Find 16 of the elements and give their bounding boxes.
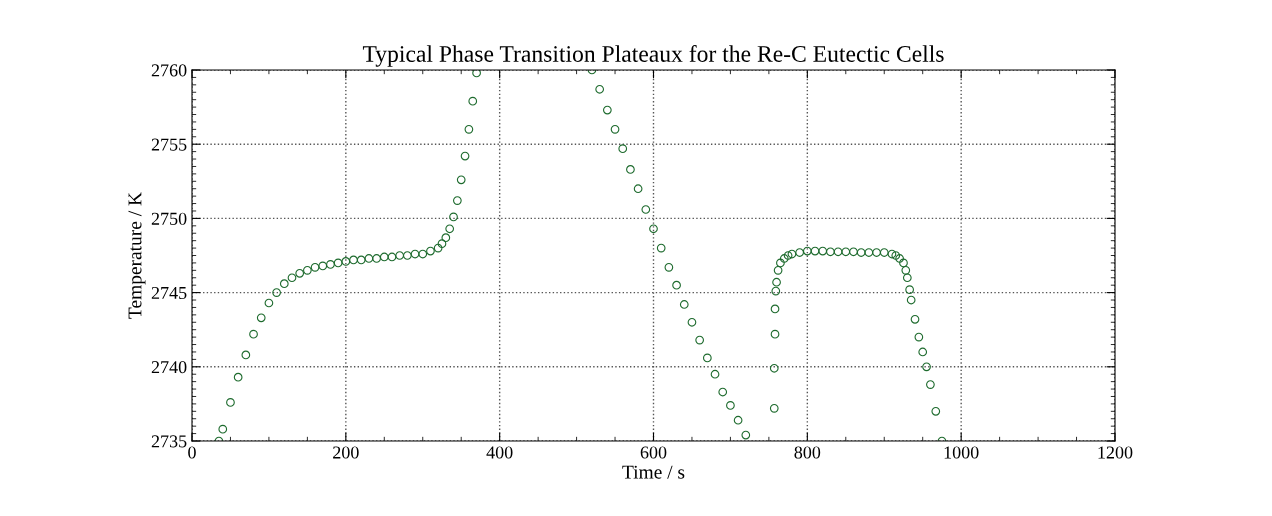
x-axis-title: Time / s	[622, 465, 685, 479]
y-tick-label: 2750	[151, 212, 187, 225]
y-axis-title: Temperature / K	[128, 192, 146, 319]
x-tick-label: 800	[794, 446, 821, 459]
x-tick-label: 400	[486, 446, 513, 459]
x-tick-label: 1200	[1098, 446, 1133, 459]
y-tick-label: 2745	[151, 286, 187, 300]
y-tick-label: 2740	[151, 361, 187, 374]
y-tick-label: 2755	[151, 138, 187, 151]
y-tick-label: 2735	[151, 435, 187, 448]
x-tick-label: 600	[640, 446, 667, 459]
chart-title: Typical Phase Transition Plateaux for the Re-C Eutectic Cells	[362, 45, 944, 67]
y-tick-label: 2760	[151, 64, 187, 77]
x-tick-label: 200	[333, 446, 359, 459]
x-tick-label: 1000	[944, 446, 979, 459]
x-tick-label: 0	[188, 446, 196, 459]
